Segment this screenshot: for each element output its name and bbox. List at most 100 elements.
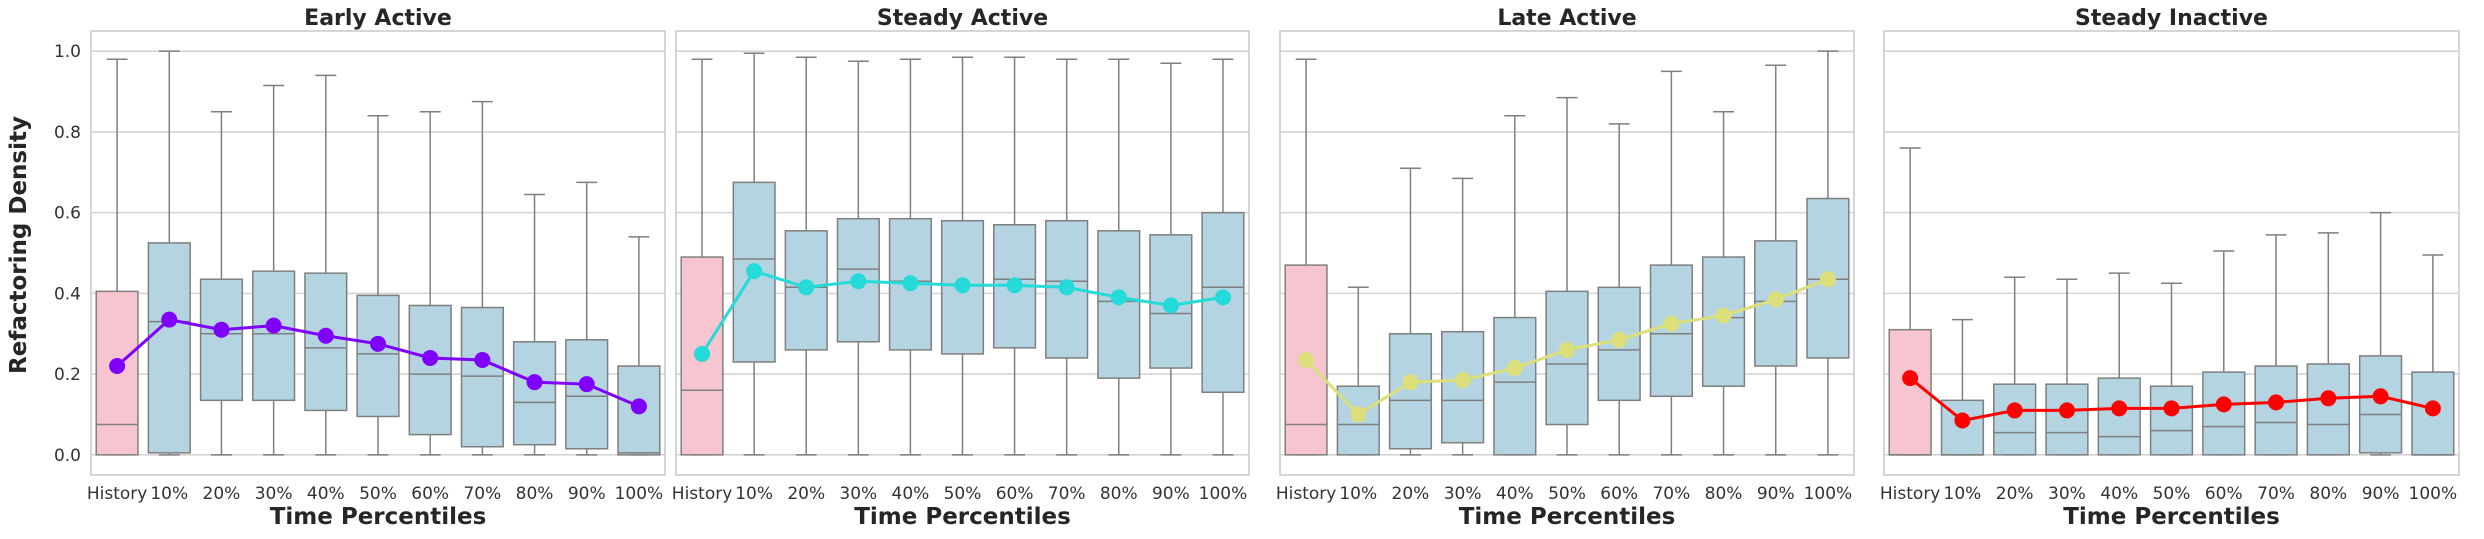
x-tick-label: History	[1880, 484, 1940, 504]
mean-point	[902, 275, 919, 292]
mean-point	[1402, 374, 1419, 391]
x-tick-label: 90%	[1152, 484, 1190, 504]
x-axis-label: Time Percentiles	[2063, 504, 2280, 530]
box	[147, 242, 191, 454]
y-tick-label: 0.6	[54, 204, 81, 224]
mean-point	[1110, 289, 1127, 306]
box	[565, 339, 609, 450]
x-tick-label: 70%	[463, 484, 501, 504]
mean-point	[109, 358, 126, 375]
panel-title: Steady Active	[877, 6, 1048, 31]
x-tick-label: 70%	[2257, 484, 2295, 504]
x-tick-label: 60%	[2205, 484, 2243, 504]
y-tick-label: 1.0	[54, 42, 81, 62]
plot-frame	[1279, 30, 1855, 476]
y-axis-label: Refactoring Density	[6, 116, 32, 374]
box	[356, 294, 400, 418]
y-tick-label: 0.8	[54, 123, 81, 143]
x-tick-label: 20%	[1996, 484, 2034, 504]
mean-point	[161, 311, 178, 328]
x-tick-label: 50%	[1548, 484, 1586, 504]
mean-point	[1819, 271, 1836, 288]
x-tick-label: 60%	[1600, 484, 1638, 504]
x-tick-label: 60%	[411, 484, 449, 504]
mean-point	[1162, 297, 1179, 314]
x-tick-label: 90%	[1757, 484, 1795, 504]
x-tick-label: 100%	[615, 484, 664, 504]
box	[408, 304, 452, 436]
box	[1493, 316, 1537, 456]
mean-point	[2268, 394, 2285, 411]
mean-point	[1663, 315, 1680, 332]
mean-point	[578, 376, 595, 393]
mean-point	[474, 351, 491, 368]
x-tick-label: 10%	[1944, 484, 1982, 504]
x-tick-label: 30%	[1444, 484, 1482, 504]
x-tick-label: 40%	[2100, 484, 2138, 504]
box	[199, 278, 244, 402]
x-tick-label: 20%	[203, 484, 241, 504]
x-tick-label: 20%	[787, 484, 825, 504]
mean-point	[850, 273, 867, 290]
x-tick-label: 50%	[2153, 484, 2191, 504]
y-tick-label: 0.0	[54, 446, 81, 466]
x-tick-label: 40%	[1496, 484, 1534, 504]
box	[460, 306, 504, 448]
x-tick-label: 70%	[1048, 484, 1086, 504]
x-tick-label: 40%	[307, 484, 345, 504]
box	[1545, 290, 1589, 426]
x-tick-label: 30%	[255, 484, 293, 504]
panel-title: Late Active	[1497, 6, 1636, 31]
box	[1888, 328, 1932, 456]
panel-1: 0.0 0.2 0.4 0.6 0.8 1.0 History 10% 20% 30% 40% 50%…	[54, 6, 666, 530]
mean-point	[798, 279, 815, 296]
x-tick-label: 40%	[892, 484, 930, 504]
box	[2045, 383, 2089, 456]
mean-point	[2320, 390, 2337, 407]
x-tick-label: 100%	[2409, 484, 2458, 504]
mean-point	[526, 374, 543, 391]
mean-point	[2424, 400, 2441, 417]
mean-point	[422, 349, 439, 366]
mean-point	[370, 335, 386, 352]
x-tick-label: 80%	[2309, 484, 2347, 504]
mean-point	[1559, 341, 1575, 358]
x-tick-label: History	[1276, 484, 1336, 504]
x-tick-label: 30%	[2048, 484, 2086, 504]
plot-frame	[675, 30, 1250, 476]
mean-point	[2058, 402, 2075, 419]
mean-point	[694, 345, 711, 362]
y-tick-label: 0.2	[54, 365, 81, 385]
mean-point	[265, 317, 282, 334]
x-tick-label: 50%	[359, 484, 397, 504]
mean-point	[954, 277, 971, 294]
mean-point	[1954, 412, 1971, 429]
box	[1149, 234, 1193, 369]
mean-point	[746, 263, 763, 280]
x-tick-label: 80%	[1705, 484, 1743, 504]
mean-point	[2372, 388, 2389, 405]
mean-point	[2006, 402, 2023, 419]
panel-title: Steady Inactive	[2075, 6, 2268, 31]
x-axis-label: Time Percentiles	[270, 504, 487, 530]
x-tick-label: 80%	[1100, 484, 1138, 504]
x-axis-label: Time Percentiles	[854, 504, 1071, 530]
panel-4: History 10% 20% 30% 40% 50% 60% 70% 80% 90% 100% Ti…	[1880, 6, 2460, 530]
mean-point	[1767, 291, 1784, 308]
mean-point	[1298, 351, 1315, 368]
panel-3: History 10% 20% 30% 40% 50% 60% 70% 80% 90% 100% Ti…	[1276, 6, 1855, 530]
x-tick-label: 20%	[1392, 484, 1430, 504]
box	[1993, 383, 2037, 456]
box	[512, 341, 557, 446]
mean-point	[1350, 406, 1367, 423]
x-tick-label: 70%	[1652, 484, 1690, 504]
mean-point	[213, 321, 230, 338]
mean-point	[1506, 360, 1523, 377]
x-tick-label: 100%	[1199, 484, 1248, 504]
box	[2306, 363, 2350, 456]
box	[2202, 371, 2246, 456]
x-tick-label: History	[672, 484, 732, 504]
panel-2: History 10% 20% 30% 40% 50% 60% 70% 80% 90% 100% Ti…	[672, 6, 1250, 530]
